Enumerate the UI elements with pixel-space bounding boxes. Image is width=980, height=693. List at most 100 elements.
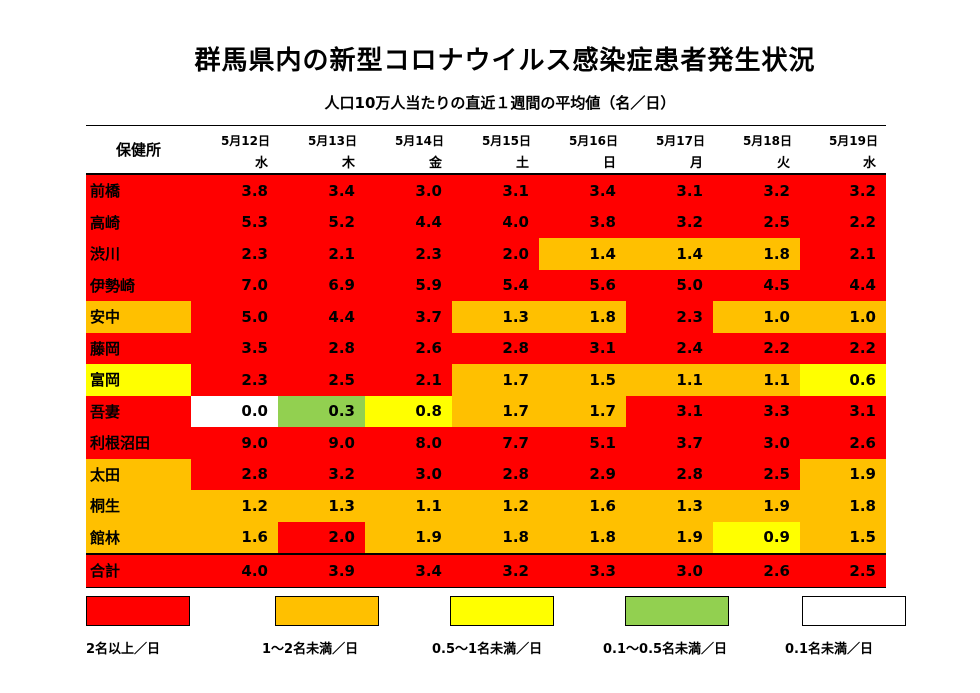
heatmap-cell: 1.3 <box>452 301 539 333</box>
heatmap-cell: 1.3 <box>626 490 713 522</box>
heatmap-cell: 2.6 <box>365 332 452 364</box>
heatmap-cell: 4.4 <box>278 301 365 333</box>
heatmap-cell: 3.2 <box>626 206 713 238</box>
table-row: 館林 1.6 2.0 1.9 1.8 1.8 1.9 0.9 1.5 <box>86 521 886 554</box>
heatmap-cell: 2.2 <box>800 206 886 238</box>
heatmap-cell: 7.0 <box>191 269 278 301</box>
header-weekday: 水 <box>800 149 886 175</box>
heatmap-cell: 3.4 <box>539 174 626 207</box>
heatmap-cell: 1.1 <box>713 364 800 396</box>
header-weekday: 金 <box>365 149 452 175</box>
table-row: 利根沼田 9.0 9.0 8.0 7.7 5.1 3.7 3.0 2.6 <box>86 427 886 459</box>
heatmap-cell: 3.5 <box>191 332 278 364</box>
heatmap-table: 保健所 5月12日 5月13日 5月14日 5月15日 5月16日 5月17日 5月18日 5月… <box>86 125 886 588</box>
header-weekday: 日 <box>539 149 626 175</box>
heatmap-cell: 1.6 <box>539 490 626 522</box>
office-name: 利根沼田 <box>86 427 191 459</box>
heatmap-cell: 1.7 <box>539 395 626 427</box>
office-name: 前橋 <box>86 174 191 207</box>
header-date: 5月19日 <box>800 125 886 149</box>
office-name: 桐生 <box>86 490 191 522</box>
heatmap-cell: 3.7 <box>626 427 713 459</box>
heatmap-cell: 2.6 <box>800 427 886 459</box>
header-date: 5月16日 <box>539 125 626 149</box>
heatmap-cell: 1.9 <box>800 458 886 490</box>
heatmap-cell: 2.1 <box>365 364 452 396</box>
heatmap-cell: 4.5 <box>713 269 800 301</box>
heatmap-cell: 1.5 <box>539 364 626 396</box>
header-weekday: 木 <box>278 149 365 175</box>
heatmap-cell: 2.8 <box>452 332 539 364</box>
header-weekday: 火 <box>713 149 800 175</box>
header-date: 5月13日 <box>278 125 365 149</box>
office-name: 合計 <box>86 553 191 588</box>
heatmap-cell: 5.0 <box>191 301 278 333</box>
table-row: 吾妻 0.0 0.3 0.8 1.7 1.7 3.1 3.3 3.1 <box>86 395 886 427</box>
office-name: 安中 <box>86 301 191 333</box>
heatmap-cell: 0.9 <box>713 521 800 554</box>
heatmap-cell: 3.0 <box>626 553 713 588</box>
legend-label: 0.5～1名未満／日 <box>432 642 543 657</box>
heatmap-cell: 5.2 <box>278 206 365 238</box>
heatmap-cell: 5.9 <box>365 269 452 301</box>
legend-label: 2名以上／日 <box>86 642 161 657</box>
header-weekday: 水 <box>191 149 278 175</box>
header-office: 保健所 <box>86 125 191 175</box>
table-row: 合計 4.0 3.9 3.4 3.2 3.3 3.0 2.6 2.5 <box>86 553 886 588</box>
heatmap-cell: 4.0 <box>452 206 539 238</box>
heatmap-cell: 1.1 <box>626 364 713 396</box>
office-name: 富岡 <box>86 364 191 396</box>
office-name: 高崎 <box>86 206 191 238</box>
header-weekday: 月 <box>626 149 713 175</box>
heatmap-cell: 1.0 <box>800 301 886 333</box>
heatmap-cell: 2.5 <box>713 458 800 490</box>
heatmap-cell: 2.8 <box>278 332 365 364</box>
office-name: 藤岡 <box>86 332 191 364</box>
table-row: 渋川 2.3 2.1 2.3 2.0 1.4 1.4 1.8 2.1 <box>86 238 886 270</box>
heatmap-cell: 1.2 <box>452 490 539 522</box>
heatmap-cell: 2.9 <box>539 458 626 490</box>
heatmap-cell: 9.0 <box>191 427 278 459</box>
heatmap-cell: 1.8 <box>539 301 626 333</box>
heatmap-cell: 3.4 <box>278 174 365 207</box>
heatmap-cell: 3.2 <box>278 458 365 490</box>
heatmap-cell: 2.4 <box>626 332 713 364</box>
heatmap-cell: 5.1 <box>539 427 626 459</box>
heatmap-cell: 2.5 <box>713 206 800 238</box>
heatmap-cell: 2.5 <box>278 364 365 396</box>
heatmap-cell: 2.3 <box>191 364 278 396</box>
table-row: 富岡 2.3 2.5 2.1 1.7 1.5 1.1 1.1 0.6 <box>86 364 886 396</box>
heatmap-cell: 4.4 <box>365 206 452 238</box>
heatmap-cell: 2.2 <box>713 332 800 364</box>
heatmap-cell: 1.9 <box>626 521 713 554</box>
office-name: 吾妻 <box>86 395 191 427</box>
heatmap-cell: 7.7 <box>452 427 539 459</box>
heatmap-cell: 5.3 <box>191 206 278 238</box>
heatmap-cell: 0.3 <box>278 395 365 427</box>
heatmap-cell: 3.2 <box>452 553 539 588</box>
header-date: 5月17日 <box>626 125 713 149</box>
legend-swatch <box>275 596 379 626</box>
heatmap-cell: 1.1 <box>365 490 452 522</box>
office-name: 太田 <box>86 458 191 490</box>
heatmap-cell: 2.8 <box>191 458 278 490</box>
office-name: 渋川 <box>86 238 191 270</box>
heatmap-cell: 1.2 <box>191 490 278 522</box>
heatmap-cell: 2.1 <box>800 238 886 270</box>
heatmap-cell: 3.3 <box>713 395 800 427</box>
heatmap-cell: 1.9 <box>365 521 452 554</box>
heatmap-cell: 2.8 <box>452 458 539 490</box>
heatmap-cell: 3.1 <box>452 174 539 207</box>
heatmap-cell: 1.7 <box>452 395 539 427</box>
heatmap-cell: 3.4 <box>365 553 452 588</box>
heatmap-cell: 2.6 <box>713 553 800 588</box>
heatmap-cell: 0.6 <box>800 364 886 396</box>
heatmap-cell: 3.1 <box>800 395 886 427</box>
office-name: 伊勢崎 <box>86 269 191 301</box>
office-name: 館林 <box>86 521 191 554</box>
heatmap-cell: 3.2 <box>713 174 800 207</box>
heatmap-cell: 2.0 <box>278 521 365 554</box>
page-title: 群馬県内の新型コロナウイルス感染症患者発生状況 <box>194 46 816 76</box>
legend-swatch <box>86 596 190 626</box>
table-row: 高崎 5.3 5.2 4.4 4.0 3.8 3.2 2.5 2.2 <box>86 206 886 238</box>
